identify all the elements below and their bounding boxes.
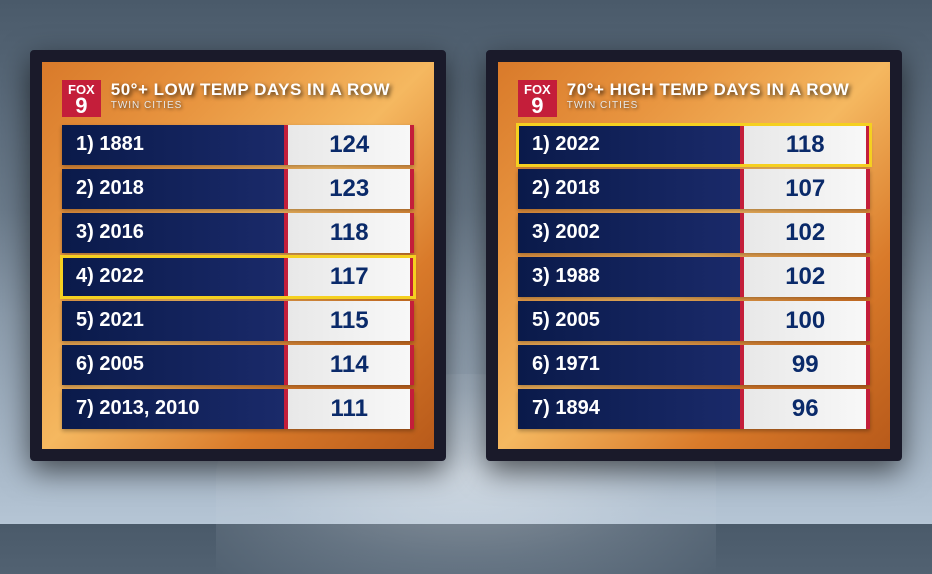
value-cell: 111	[288, 389, 414, 429]
value-cell: 100	[744, 301, 870, 341]
table-row: 1) 1881124	[62, 125, 414, 165]
panel-title: 70°+ HIGH TEMP DAYS IN A ROW	[567, 80, 870, 100]
value-cell: 124	[288, 125, 414, 165]
table-row: 2) 2018123	[62, 169, 414, 209]
table-row: 6) 2005114	[62, 345, 414, 385]
value-cell: 107	[744, 169, 870, 209]
value-cell: 118	[288, 213, 414, 253]
rank-year-cell: 5) 2021	[62, 301, 288, 341]
brand-logo: FOX 9	[62, 80, 101, 117]
value-cell: 96	[744, 389, 870, 429]
table-row: 5) 2005100	[518, 301, 870, 341]
table-row: 5) 2021115	[62, 301, 414, 341]
value-cell: 115	[288, 301, 414, 341]
table-row: 3) 2016118	[62, 213, 414, 253]
brand-number: 9	[531, 96, 543, 116]
rank-year-cell: 1) 2022	[518, 125, 744, 165]
panel-header: FOX 9 70°+ HIGH TEMP DAYS IN A ROW TWIN …	[518, 80, 870, 117]
rank-year-cell: 2) 2018	[62, 169, 288, 209]
value-cell: 114	[288, 345, 414, 385]
rank-year-cell: 4) 2022	[62, 257, 288, 297]
ranking-rows: 1) 20221182) 20181073) 20021023) 1988102…	[518, 125, 870, 429]
panel-header: FOX 9 50°+ LOW TEMP DAYS IN A ROW TWIN C…	[62, 80, 414, 117]
rank-year-cell: 2) 2018	[518, 169, 744, 209]
value-cell: 118	[744, 125, 870, 165]
value-cell: 123	[288, 169, 414, 209]
panels-container: FOX 9 50°+ LOW TEMP DAYS IN A ROW TWIN C…	[0, 0, 932, 501]
brand-number: 9	[75, 96, 87, 116]
value-cell: 102	[744, 257, 870, 297]
table-row: 2) 2018107	[518, 169, 870, 209]
value-cell: 117	[288, 257, 414, 297]
panel-subtitle: TWIN CITIES	[111, 100, 414, 111]
rank-year-cell: 1) 1881	[62, 125, 288, 165]
title-block: 70°+ HIGH TEMP DAYS IN A ROW TWIN CITIES	[567, 80, 870, 111]
rank-year-cell: 6) 1971	[518, 345, 744, 385]
panel-title: 50°+ LOW TEMP DAYS IN A ROW	[111, 80, 414, 100]
rank-year-cell: 3) 2002	[518, 213, 744, 253]
table-row: 1) 2022118	[518, 125, 870, 165]
title-block: 50°+ LOW TEMP DAYS IN A ROW TWIN CITIES	[111, 80, 414, 111]
table-row: 6) 197199	[518, 345, 870, 385]
rank-year-cell: 3) 2016	[62, 213, 288, 253]
value-cell: 99	[744, 345, 870, 385]
table-row: 7) 189496	[518, 389, 870, 429]
panel-subtitle: TWIN CITIES	[567, 100, 870, 111]
panel-high-temp: FOX 9 70°+ HIGH TEMP DAYS IN A ROW TWIN …	[486, 50, 902, 461]
table-row: 3) 1988102	[518, 257, 870, 297]
rank-year-cell: 6) 2005	[62, 345, 288, 385]
table-row: 7) 2013, 2010111	[62, 389, 414, 429]
brand-logo: FOX 9	[518, 80, 557, 117]
panel-low-temp: FOX 9 50°+ LOW TEMP DAYS IN A ROW TWIN C…	[30, 50, 446, 461]
rank-year-cell: 7) 2013, 2010	[62, 389, 288, 429]
table-row: 3) 2002102	[518, 213, 870, 253]
rank-year-cell: 3) 1988	[518, 257, 744, 297]
ranking-rows: 1) 18811242) 20181233) 20161184) 2022117…	[62, 125, 414, 429]
table-row: 4) 2022117	[62, 257, 414, 297]
value-cell: 102	[744, 213, 870, 253]
rank-year-cell: 5) 2005	[518, 301, 744, 341]
rank-year-cell: 7) 1894	[518, 389, 744, 429]
